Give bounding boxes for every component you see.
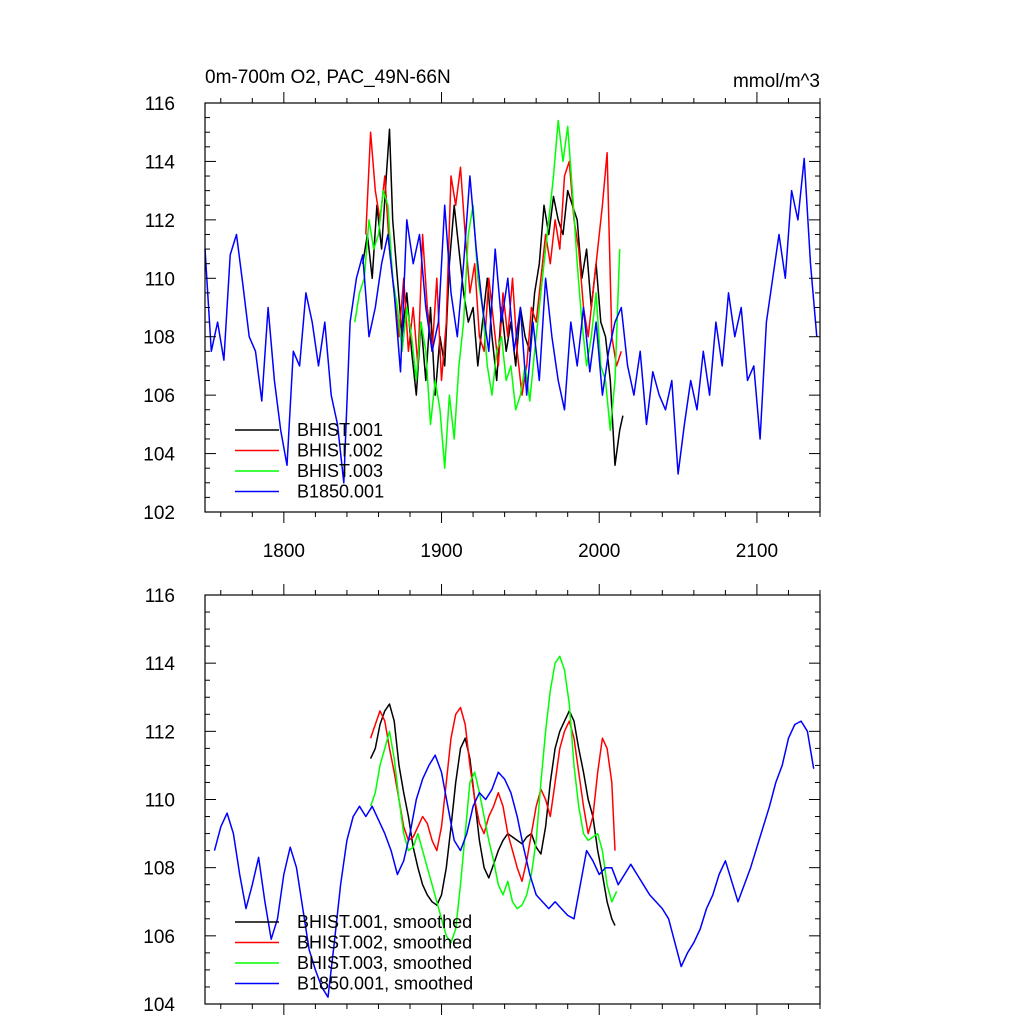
series-line-b1850-001-smoothed-bottom [213, 720, 815, 998]
legend-label-bhist-003: BHIST.003 [297, 461, 383, 481]
legend-label-bhist-002-smoothed: BHIST.002, smoothed [297, 933, 472, 953]
legend-label-b1850-001-smoothed: B1850.001, smoothed [297, 974, 473, 994]
x-tick-label: 2000 [578, 541, 620, 562]
y-tick-label: 116 [145, 586, 175, 607]
series-line-bhist-002-smoothed-bottom [369, 706, 616, 883]
y-tick-label: 116 [145, 94, 175, 115]
top-panel: 102 104 106 108 110 112 114 116 1800 1900 2000 2100… [143, 92, 821, 562]
legend-label-bhist-002: BHIST.002 [297, 441, 383, 461]
x-tick-label: 2100 [736, 541, 778, 562]
y-tick-label: 112 [145, 722, 175, 743]
y-tick-label: 108 [143, 328, 175, 349]
legend-label-b1850-001: B1850.001 [297, 482, 384, 502]
y-tick-label: 108 [143, 859, 175, 880]
panel-title-left: 0m-700m O2, PAC_49N-66N [205, 67, 451, 88]
y-tick-label: 110 [145, 791, 175, 812]
y-tick-label: 106 [143, 386, 175, 407]
y-tick-label: 112 [145, 211, 175, 232]
y-tick-label: 104 [143, 445, 175, 466]
legend-label-bhist-001-smoothed: BHIST.001, smoothed [297, 912, 472, 932]
series-line-b1850-001-top [204, 157, 818, 484]
series-line-bhist-003-top [354, 119, 621, 469]
series-line-bhist-002-top [365, 131, 623, 396]
x-tick-label: 1900 [420, 541, 462, 562]
y-tick-label: 104 [143, 995, 175, 1016]
series-line-bhist-001-top [361, 128, 624, 467]
panel-title-units: mmol/m^3 [733, 71, 820, 92]
y-tick-label: 102 [143, 503, 175, 524]
x-tick-label: 1800 [263, 541, 305, 562]
y-tick-label: 110 [145, 269, 175, 290]
y-tick-label: 114 [145, 152, 176, 173]
legend-label-bhist-003-smoothed: BHIST.003, smoothed [297, 953, 472, 973]
y-tick-label: 106 [143, 927, 175, 948]
series-line-bhist-003-smoothed-bottom [369, 655, 618, 944]
y-tick-label: 114 [145, 654, 176, 675]
bottom-panel: 104 106 108 110 112 114 116 BHIST.001, smoothe… [143, 584, 821, 1016]
legend-label-bhist-001: BHIST.001 [297, 420, 383, 440]
